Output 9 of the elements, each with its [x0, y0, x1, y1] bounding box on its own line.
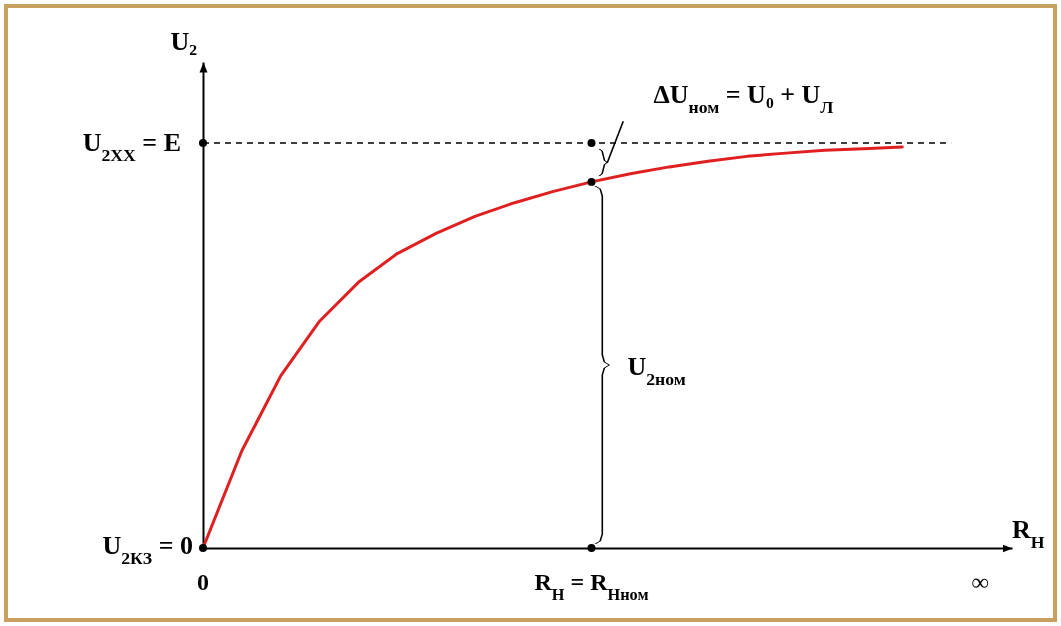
x-axis-title: R$_{Н}$ — [1012, 515, 1045, 552]
y-axis-title: U₂ — [170, 27, 198, 56]
annotation: U$_{2КЗ}$ = 0 — [102, 531, 193, 568]
ref-line-label: U$_{2XX}$ = E — [82, 128, 181, 165]
x-tick-label: R$_{Н}$ = R$_{Нном}$ — [534, 569, 649, 604]
annotation: U$_{2ном}$ — [627, 351, 686, 389]
x-tick-label: 0 — [197, 569, 209, 595]
x-tick-label: ∞ — [971, 569, 989, 595]
annotation: ΔU$_{ном}$ = U₀ + U$_{Л}$ — [653, 80, 834, 117]
